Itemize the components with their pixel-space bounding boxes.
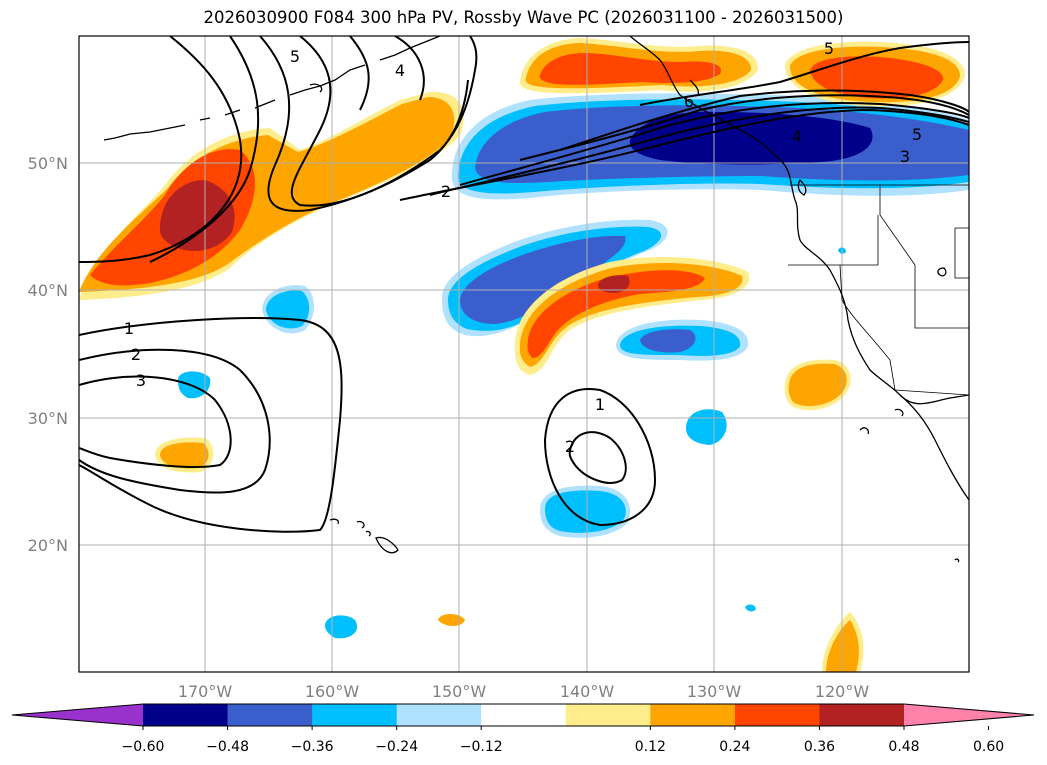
lon-label-160w: 160°W [305,682,360,701]
colorbar-segment [312,704,398,726]
colorbar-tick-label: 0.48 [888,739,919,755]
colorbar-segment [650,704,736,726]
contour-label: 5 [824,39,834,58]
rossby-wave-contours [79,36,969,533]
colorbar-tick-label: −0.12 [460,739,503,755]
contour-label: 1 [124,319,134,338]
political-borders [788,184,969,396]
lat-label-50n: 50°N [28,154,68,173]
colorbar-segment [565,704,651,726]
colorbar-tick-label: 0.12 [635,739,666,755]
negative-anomaly-north-band [451,93,969,200]
positive-anomaly-nw-pacific [79,91,464,300]
small-anomaly-features [155,247,864,672]
negative-anomaly-mid-pacific [441,219,668,337]
contour-label: 3 [900,147,910,166]
colorbar-extend-high [904,704,1034,726]
positive-anomaly-north-top [519,38,965,107]
contour-label: 4 [395,61,405,80]
contour-label: 3 [136,371,146,390]
contour-label: 2 [441,182,451,201]
lat-label-30n: 30°N [28,409,68,428]
colorbar-extend-low [12,704,143,726]
colorbar-segment [481,704,567,726]
colorbar-segment [227,704,313,726]
colorbar-tick-label: 0.36 [804,739,835,755]
longitude-labels: 170°W 160°W 150°W 140°W 130°W 120°W [178,682,870,701]
colorbar-segment [396,704,482,726]
colorbar-tick-label: −0.60 [122,739,165,755]
contour-label: 5 [912,125,922,144]
map-title: 2026030900 F084 300 hPa PV, Rossby Wave … [203,8,844,27]
colorbar-segment [143,704,229,726]
lon-label-140w: 140°W [560,682,615,701]
contour-label: 1 [595,395,605,414]
pv-anomaly-fill-layer [79,38,969,672]
colorbar-tick-label: 0.60 [973,739,1004,755]
lon-label-170w: 170°W [178,682,233,701]
lat-label-20n: 20°N [28,536,68,555]
lon-label-150w: 150°W [432,682,487,701]
colorbar-tick-label: −0.48 [206,739,249,755]
contour-label: 4 [792,127,802,146]
colorbar-tick-label: 0.24 [719,739,750,755]
colorbar [11,703,1035,730]
colorbar-tick-label: −0.36 [291,739,334,755]
lat-label-40n: 40°N [28,281,68,300]
positive-anomaly-central-arc [514,257,750,375]
map-frame [78,35,970,673]
contour-label: 2 [131,345,141,364]
lon-label-130w: 130°W [687,682,742,701]
negative-anomaly-subtropical [616,319,749,361]
colorbar-segment [734,704,820,726]
contour-label: 6 [684,92,694,111]
contour-label: 2 [565,437,575,456]
lon-label-120w: 120°W [815,682,870,701]
colorbar-tick-label: −0.24 [375,739,418,755]
contour-label: 5 [290,47,300,66]
latitude-labels: 50°N 40°N 30°N 20°N [28,154,68,555]
colorbar-segment [819,704,905,726]
colorbar-tick-labels: −0.60 −0.48 −0.36 −0.24 −0.12 0.12 0.24 0.36 0.4… [122,739,1005,755]
graticule [79,36,969,672]
contour-labels: 5 4 2 1 2 3 1 2 5 3 4 5 6 [124,39,922,456]
